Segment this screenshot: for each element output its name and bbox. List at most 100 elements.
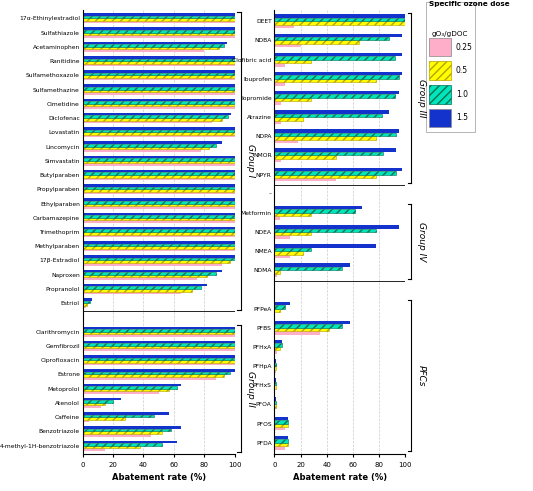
Bar (83, 398, 120, 400)
Bar (83, 355, 235, 357)
Bar (83, 241, 235, 244)
Bar (83, 201, 235, 203)
Bar (83, 218, 235, 220)
Bar (83, 232, 235, 235)
Bar (83, 349, 235, 351)
Bar (274, 328, 329, 331)
Bar (274, 133, 396, 136)
Bar (83, 172, 235, 175)
Bar (274, 174, 376, 178)
Bar (274, 301, 290, 305)
Bar (83, 357, 235, 360)
Bar (274, 148, 396, 152)
Bar (83, 272, 216, 275)
Bar (83, 403, 106, 406)
Bar (83, 334, 235, 337)
Bar (83, 446, 140, 448)
Bar (274, 79, 376, 82)
Bar (274, 351, 277, 354)
Bar (274, 446, 285, 450)
Bar (83, 107, 235, 109)
Bar (83, 149, 201, 152)
Bar (274, 14, 405, 18)
Text: PFCs: PFCs (417, 365, 425, 386)
Bar (83, 170, 235, 172)
Bar (274, 72, 402, 75)
Bar (83, 275, 207, 277)
Bar (274, 309, 280, 312)
Bar (274, 117, 303, 120)
Bar (274, 359, 276, 363)
Bar (83, 286, 201, 289)
Bar (83, 426, 181, 429)
Bar (274, 340, 282, 344)
Bar (83, 414, 154, 417)
Bar (83, 363, 235, 365)
Bar (83, 346, 235, 349)
Bar (83, 132, 235, 135)
Bar (83, 89, 235, 92)
Bar (83, 360, 235, 363)
Bar (83, 121, 212, 123)
Bar (274, 347, 280, 351)
Bar (83, 332, 235, 334)
Bar (83, 61, 235, 64)
Bar (83, 255, 235, 258)
Bar (274, 363, 276, 366)
Bar (274, 110, 390, 113)
Bar (274, 40, 359, 44)
Bar (83, 127, 235, 130)
Bar (274, 33, 402, 37)
Bar (83, 440, 177, 443)
Bar (83, 417, 125, 420)
Bar (274, 251, 303, 255)
Bar (83, 270, 222, 272)
Bar (274, 25, 294, 28)
Text: Group I: Group I (246, 144, 255, 177)
Bar (274, 331, 320, 335)
Bar (83, 175, 235, 178)
Bar (83, 303, 87, 306)
Bar (83, 213, 235, 215)
Bar (83, 227, 235, 229)
Bar (83, 47, 220, 50)
Bar (274, 159, 281, 163)
Bar (83, 432, 161, 434)
Bar (83, 377, 216, 380)
Bar (274, 113, 382, 117)
Bar (83, 78, 235, 81)
Text: gO₃/gDOC: gO₃/gDOC (432, 31, 468, 37)
Bar (83, 35, 235, 38)
Bar (274, 439, 288, 443)
Bar (83, 146, 209, 149)
Bar (83, 383, 181, 386)
Bar (274, 129, 399, 133)
Bar (83, 156, 235, 158)
Bar (83, 263, 222, 266)
Bar (274, 75, 399, 79)
Bar (274, 247, 311, 251)
Bar (274, 263, 350, 267)
X-axis label: Abatement rate (%): Abatement rate (%) (111, 473, 206, 482)
Bar (83, 289, 192, 292)
Text: 0.25: 0.25 (456, 43, 473, 52)
Bar (274, 213, 311, 217)
Bar (83, 18, 235, 21)
Bar (274, 59, 311, 63)
X-axis label: Abatement rate (%): Abatement rate (%) (293, 473, 387, 482)
Bar (83, 246, 235, 249)
Bar (83, 249, 235, 251)
Bar (83, 30, 235, 32)
Bar (274, 420, 288, 424)
Bar (274, 443, 288, 446)
Text: Group III: Group III (417, 79, 425, 117)
Bar (274, 91, 399, 94)
Bar (83, 244, 235, 246)
Bar (83, 300, 90, 303)
Bar (83, 32, 235, 35)
Bar (274, 206, 362, 209)
Text: 1.5: 1.5 (456, 113, 468, 122)
Bar (83, 412, 169, 414)
Bar (83, 64, 235, 66)
Bar (83, 189, 235, 192)
